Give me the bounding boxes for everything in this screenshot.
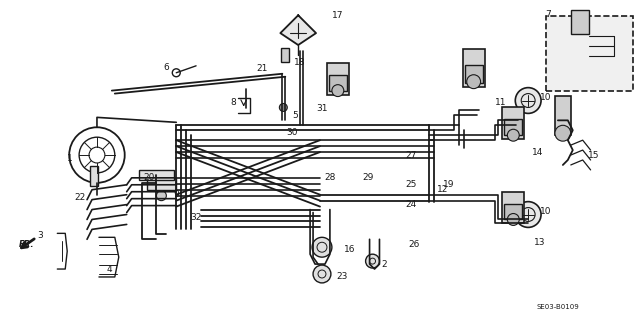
Text: 16: 16 xyxy=(344,245,355,254)
Polygon shape xyxy=(280,15,316,45)
Text: 30: 30 xyxy=(287,128,298,137)
Bar xyxy=(555,96,571,135)
Text: 12: 12 xyxy=(437,185,449,194)
Bar xyxy=(282,48,289,62)
Text: 18: 18 xyxy=(294,58,306,67)
Bar xyxy=(571,10,589,34)
Text: 2: 2 xyxy=(381,260,387,269)
Bar xyxy=(147,178,176,190)
Circle shape xyxy=(467,75,481,89)
Bar xyxy=(504,204,522,219)
Text: 27: 27 xyxy=(406,151,417,160)
Text: 31: 31 xyxy=(316,104,328,113)
Bar xyxy=(502,192,524,223)
Text: 26: 26 xyxy=(408,240,420,249)
Bar xyxy=(327,63,349,94)
Text: 24: 24 xyxy=(406,200,417,209)
Text: SE03-B0109: SE03-B0109 xyxy=(536,304,579,310)
Circle shape xyxy=(365,254,380,268)
Circle shape xyxy=(555,125,571,141)
Text: 28: 28 xyxy=(324,173,335,182)
Circle shape xyxy=(332,85,344,97)
Text: 32: 32 xyxy=(191,213,202,222)
Text: 10: 10 xyxy=(540,93,552,102)
Text: 7: 7 xyxy=(545,10,551,19)
Bar xyxy=(329,75,347,91)
Bar xyxy=(463,49,484,87)
Circle shape xyxy=(515,88,541,114)
Text: 3: 3 xyxy=(38,231,44,240)
Text: 21: 21 xyxy=(257,64,268,73)
Text: 8: 8 xyxy=(230,98,236,107)
Text: 10: 10 xyxy=(540,207,552,216)
Text: 4: 4 xyxy=(107,264,113,273)
Text: 20: 20 xyxy=(144,173,155,182)
Text: 6: 6 xyxy=(163,63,169,72)
Text: 17: 17 xyxy=(332,11,344,20)
Text: 11: 11 xyxy=(495,98,506,107)
Text: 1: 1 xyxy=(67,153,73,162)
Text: FR.: FR. xyxy=(19,240,35,249)
Bar xyxy=(465,65,483,83)
Circle shape xyxy=(172,69,180,77)
Text: 19: 19 xyxy=(443,180,454,189)
Bar xyxy=(139,170,174,180)
Text: 13: 13 xyxy=(534,238,546,247)
Circle shape xyxy=(312,237,332,257)
Circle shape xyxy=(279,103,287,111)
Text: 15: 15 xyxy=(588,151,599,160)
Text: 22: 22 xyxy=(74,193,86,202)
Text: 29: 29 xyxy=(362,173,373,182)
Circle shape xyxy=(156,191,166,201)
Bar xyxy=(90,166,98,186)
Circle shape xyxy=(508,213,519,226)
Circle shape xyxy=(508,129,519,141)
Text: 14: 14 xyxy=(532,148,544,157)
Bar xyxy=(504,119,522,135)
Text: 5: 5 xyxy=(292,111,298,120)
Text: 25: 25 xyxy=(406,180,417,189)
Circle shape xyxy=(313,265,331,283)
Bar xyxy=(546,16,633,91)
Text: 23: 23 xyxy=(336,272,348,281)
Circle shape xyxy=(515,202,541,227)
Text: 9: 9 xyxy=(173,190,179,199)
Bar xyxy=(502,108,524,139)
